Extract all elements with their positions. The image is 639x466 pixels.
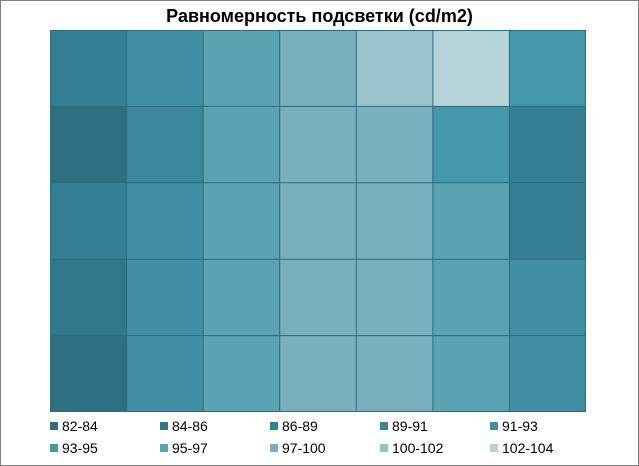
legend-swatch xyxy=(160,444,168,452)
legend-label: 93-95 xyxy=(62,440,98,456)
heatmap-cell xyxy=(126,30,204,107)
heatmap-cell xyxy=(509,182,586,260)
heatmap-cell xyxy=(509,30,586,107)
heatmap-cell xyxy=(509,259,586,336)
surface-plot xyxy=(50,30,586,412)
heatmap-cell xyxy=(126,106,204,183)
legend-item: 93-95 xyxy=(50,440,98,456)
heatmap-cell xyxy=(50,259,127,336)
heatmap-cell xyxy=(356,182,433,260)
heatmap-cell xyxy=(50,106,127,183)
legend-swatch xyxy=(490,422,498,430)
heatmap-cell xyxy=(356,335,433,412)
legend-swatch xyxy=(270,444,278,452)
heatmap-cell xyxy=(203,106,280,183)
heatmap-cell xyxy=(509,106,586,183)
legend-swatch xyxy=(160,422,168,430)
legend-item: 97-100 xyxy=(270,440,326,456)
legend-swatch xyxy=(380,444,388,452)
legend-item: 89-91 xyxy=(380,418,428,434)
heatmap-cell xyxy=(279,335,357,412)
heatmap-cell xyxy=(432,106,510,183)
legend-label: 91-93 xyxy=(502,418,538,434)
legend-label: 97-100 xyxy=(282,440,326,456)
heatmap-cell xyxy=(50,335,127,412)
legend-item: 84-86 xyxy=(160,418,208,434)
legend-label: 86-89 xyxy=(282,418,318,434)
heatmap-cell xyxy=(203,335,280,412)
heatmap-cell xyxy=(50,30,127,107)
legend-label: 102-104 xyxy=(502,440,554,456)
legend: 82-84 84-86 86-89 89-91 91-93 93-95 95-97 97-10… xyxy=(50,418,610,462)
heatmap-cell xyxy=(126,259,204,336)
legend-label: 100-102 xyxy=(392,440,444,456)
legend-swatch xyxy=(380,422,388,430)
heatmap-cell xyxy=(356,30,433,107)
legend-label: 84-86 xyxy=(172,418,208,434)
heatmap-cell xyxy=(126,335,204,412)
heatmap-cell xyxy=(203,182,280,260)
legend-swatch xyxy=(50,444,58,452)
heatmap-cell xyxy=(50,182,127,260)
heatmap-cell xyxy=(509,335,586,412)
heatmap-cell xyxy=(356,106,433,183)
legend-item: 86-89 xyxy=(270,418,318,434)
legend-item: 95-97 xyxy=(160,440,208,456)
heatmap-cell xyxy=(203,30,280,107)
heatmap-cell xyxy=(279,106,357,183)
legend-item: 102-104 xyxy=(490,440,553,456)
heatmap-cell xyxy=(356,259,433,336)
heatmap-cell xyxy=(432,182,510,260)
legend-swatch xyxy=(490,444,498,452)
heatmap-cell xyxy=(203,259,280,336)
heatmap-cell xyxy=(279,182,357,260)
legend-item: 100-102 xyxy=(380,440,443,456)
legend-swatch xyxy=(270,422,278,430)
plot-border xyxy=(50,30,586,412)
heatmap-cell xyxy=(432,30,510,107)
heatmap-cell xyxy=(279,30,357,107)
legend-item: 82-84 xyxy=(50,418,98,434)
heatmap-cell xyxy=(126,182,204,260)
legend-label: 82-84 xyxy=(62,418,98,434)
legend-label: 89-91 xyxy=(392,418,428,434)
legend-swatch xyxy=(50,422,58,430)
heatmap-cell xyxy=(432,335,510,412)
legend-item: 91-93 xyxy=(490,418,538,434)
chart-title: Равномерность подсветки (cd/m2) xyxy=(166,6,473,26)
heatmap-cell xyxy=(279,259,357,336)
legend-label: 95-97 xyxy=(172,440,208,456)
heatmap-cell xyxy=(432,259,510,336)
